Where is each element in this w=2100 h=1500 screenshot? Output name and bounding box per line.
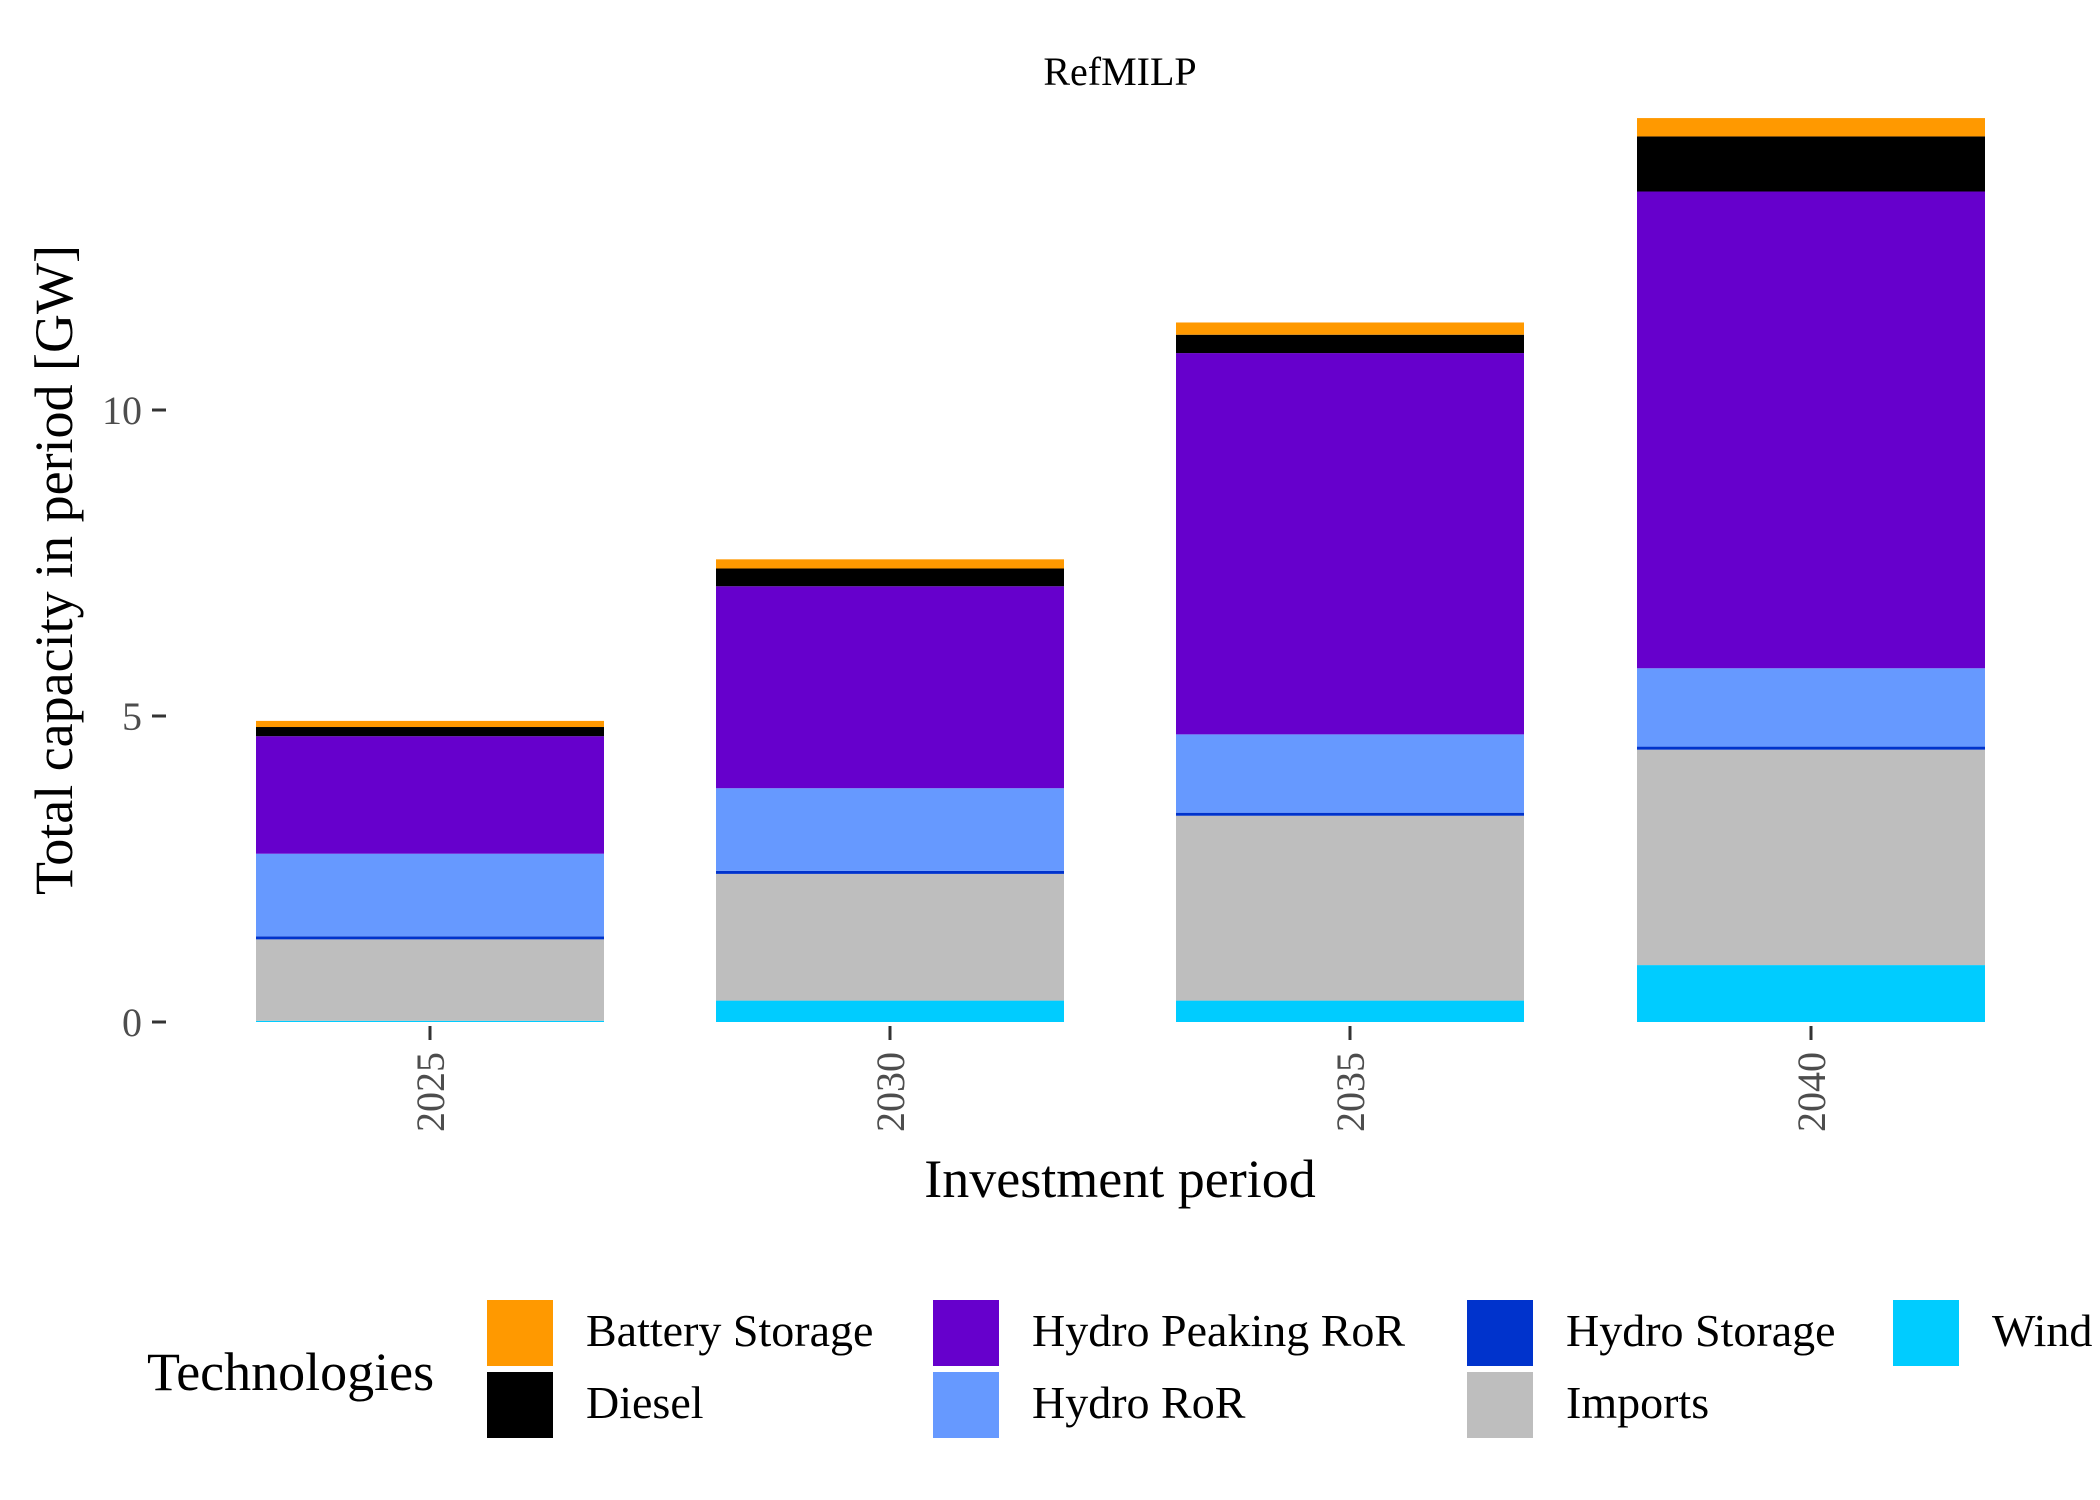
legend-swatch-hydro-storage	[1467, 1300, 1533, 1366]
y-tick-label-5: 5	[122, 694, 142, 739]
legend-label-battery-storage: Battery Storage	[586, 1305, 873, 1356]
bar-segment-hydro-ror-2040	[1637, 668, 1985, 747]
legend-label-hydro-ror: Hydro RoR	[1032, 1377, 1246, 1428]
bar-segment-hydro-storage-2030	[716, 870, 1064, 874]
y-tick-label-10: 10	[102, 388, 142, 433]
bar-segment-battery-storage-2040	[1637, 118, 1985, 137]
x-axis: 2025 2030 2035 2040	[408, 1026, 1834, 1132]
legend-label-imports: Imports	[1566, 1377, 1709, 1428]
x-tick-label-2035: 2035	[1328, 1052, 1373, 1132]
bar-segment-imports-2040	[1637, 749, 1985, 966]
bar-segment-wind-2030	[716, 1000, 1064, 1022]
bar-segment-diesel-2040	[1637, 136, 1985, 192]
x-tick-label-2030: 2030	[868, 1052, 913, 1132]
bar-segment-hydro-storage-2035	[1176, 812, 1524, 816]
legend: Technologies Battery Storage Diesel Hydro …	[147, 1300, 2092, 1438]
bar-segment-battery-storage-2030	[716, 559, 1064, 569]
legend-label-hydro-storage: Hydro Storage	[1566, 1305, 1836, 1356]
bar-segment-imports-2035	[1176, 815, 1524, 1001]
x-tick-label-2025: 2025	[408, 1052, 453, 1132]
x-tick-label-2040: 2040	[1789, 1052, 1834, 1132]
y-axis-label: Total capacity in period [GW]	[24, 245, 84, 895]
legend-label-diesel: Diesel	[586, 1377, 704, 1428]
bar-segment-battery-storage-2035	[1176, 322, 1524, 335]
bar-segment-hydro-storage-2040	[1637, 746, 1985, 750]
bar-segment-battery-storage-2025	[256, 720, 604, 728]
bar-segment-hydro-ror-2035	[1176, 734, 1524, 813]
y-tick-label-0: 0	[122, 1000, 142, 1045]
bar-segment-wind-2040	[1637, 965, 1985, 1022]
legend-swatch-battery-storage	[487, 1300, 553, 1366]
legend-swatch-hydro-peaking-ror	[933, 1300, 999, 1366]
legend-swatch-wind	[1893, 1300, 1959, 1366]
legend-swatch-hydro-ror	[933, 1372, 999, 1438]
bar-segment-hydro-ror-2025	[256, 853, 604, 937]
bar-segment-diesel-2025	[256, 727, 604, 737]
legend-swatch-imports	[1467, 1372, 1533, 1438]
legend-items: Battery Storage Diesel Hydro Peaking RoR Hy…	[487, 1300, 2092, 1438]
y-axis: 0 5 10	[102, 388, 166, 1045]
bar-segment-diesel-2030	[716, 568, 1064, 587]
bar-segment-wind-2025	[256, 1020, 604, 1022]
legend-swatch-diesel	[487, 1372, 553, 1438]
legend-title: Technologies	[147, 1342, 434, 1402]
bar-segment-hydro-peaking-ror-2030	[716, 586, 1064, 789]
bar-segment-imports-2030	[716, 873, 1064, 1001]
chart-title: RefMILP	[1043, 49, 1196, 94]
legend-label-hydro-peaking-ror: Hydro Peaking RoR	[1032, 1305, 1405, 1356]
bar-segment-hydro-peaking-ror-2025	[256, 736, 604, 854]
bars-group	[256, 118, 1985, 1022]
bar-segment-hydro-peaking-ror-2040	[1637, 191, 1985, 669]
x-axis-label: Investment period	[924, 1149, 1315, 1209]
bar-segment-hydro-ror-2030	[716, 788, 1064, 871]
bar-segment-hydro-storage-2025	[256, 936, 604, 940]
bar-segment-hydro-peaking-ror-2035	[1176, 353, 1524, 735]
bar-segment-wind-2035	[1176, 1000, 1524, 1022]
bar-segment-imports-2025	[256, 939, 604, 1021]
bar-segment-diesel-2035	[1176, 334, 1524, 354]
legend-label-wind: Wind	[1992, 1305, 2092, 1356]
